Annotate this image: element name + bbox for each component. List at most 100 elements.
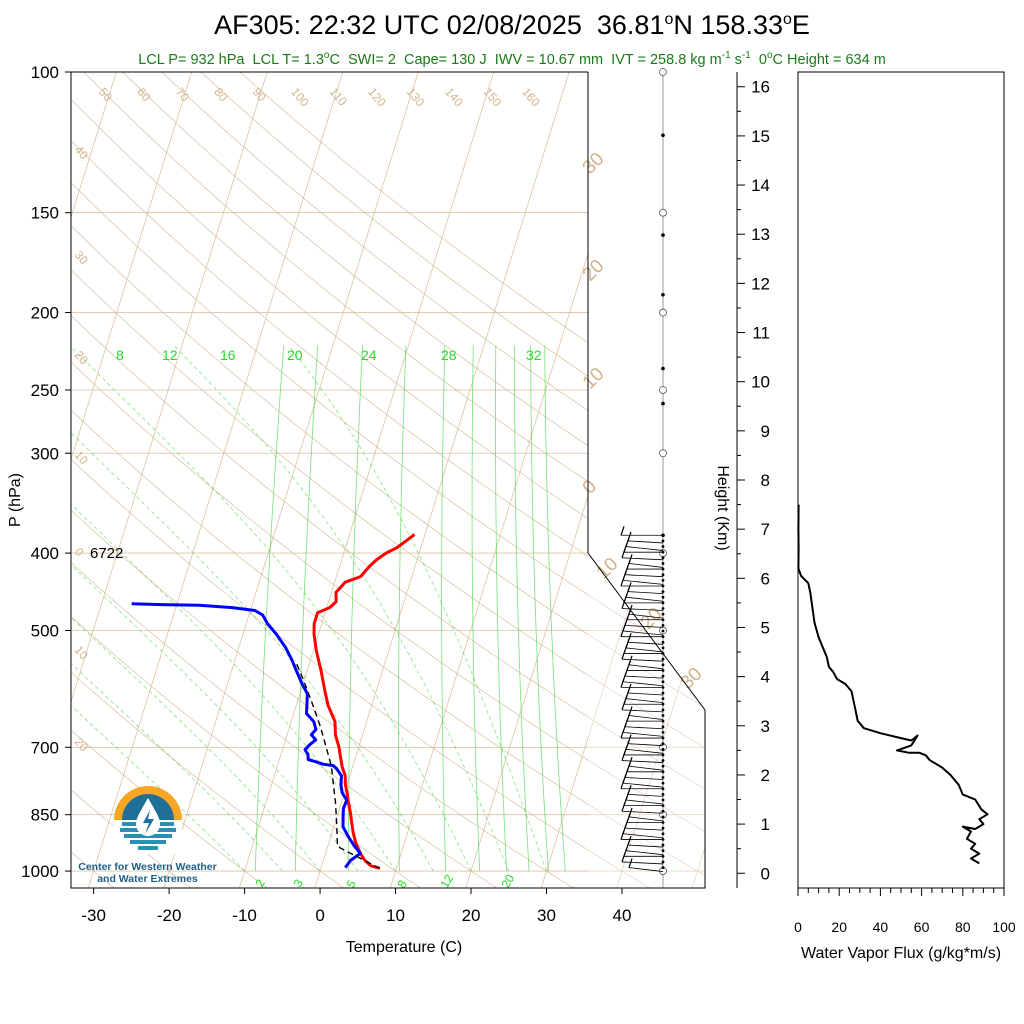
x-axis-label: Temperature (C) (346, 939, 462, 956)
wind-barb-dot (661, 838, 665, 841)
wind-barb-shaft (621, 810, 664, 814)
flux-panel-border (797, 71, 1005, 889)
flux-tick-label: 0 (794, 919, 802, 935)
wind-barb-shaft (625, 698, 664, 704)
wind-calm-circle (659, 208, 667, 217)
wind-barb-shaft (624, 827, 664, 831)
isotherm-top-label: 100 (288, 85, 312, 110)
height-tick-label: 7 (761, 520, 770, 539)
dry-adiabat-line (71, 269, 705, 749)
wind-barb-dot (661, 809, 665, 813)
skew-t-profiles (131, 533, 416, 870)
wind-barb-dot (661, 764, 665, 768)
mixing-ratio-line (471, 345, 481, 872)
wind-barb-dot (661, 657, 665, 661)
wind-barb-shaft (622, 630, 664, 636)
wind-barb-feather (628, 858, 633, 868)
wind-barb-dot (661, 736, 665, 740)
wind-barb-shaft (625, 850, 664, 856)
moist-adiabat-line (71, 503, 396, 872)
wind-panel-mask (588, 72, 705, 888)
isotherm-top-label: 60 (134, 85, 154, 104)
wind-barb-shaft (625, 748, 664, 754)
dry-adiabat-line (71, 458, 651, 888)
y-axis-label: P (hPa) (7, 473, 24, 527)
mixing-ratio-line (294, 345, 319, 872)
wind-barb-dot (661, 708, 665, 712)
mixing-ratio-line (441, 345, 447, 872)
subtitle-iwv: IWV = 10.67 mm (494, 51, 604, 68)
height-tick-label: 16 (751, 78, 770, 97)
height-tick-label: 5 (761, 618, 770, 637)
flux-tick-label: 20 (831, 919, 847, 935)
wind-barb-dot (661, 607, 665, 610)
wind-barb-feather (621, 700, 626, 711)
title-time: 22:32 UTC 02/08/2025 (308, 10, 582, 40)
wind-barb-dot (661, 747, 665, 751)
isotherm-left-label: 20 (72, 735, 92, 754)
wind-barb-shaft (621, 861, 664, 865)
wind-barb-feather (620, 627, 625, 637)
mixing-ratio-line (495, 345, 508, 872)
wind-barb-feather (620, 526, 625, 536)
temperature-tick-label: 40 (613, 906, 632, 925)
wind-barb-dot (661, 562, 665, 565)
pressure-tick-label: 100 (31, 63, 59, 82)
wind-calm-circle (659, 68, 667, 76)
subtitle-lcl-p: LCL P= 932 hPa (138, 51, 245, 68)
mixing-ratio-line (347, 345, 363, 872)
chart-title: AF305: 22:32 UTC 02/08/2025 36.81oN 158.… (0, 10, 1024, 41)
wind-barb-feather (620, 728, 625, 739)
moist-adiabat-line (288, 345, 547, 872)
pressure-tick-label: 1000 (21, 862, 59, 881)
wind-calm-circle (659, 449, 667, 458)
dry-adiabat-line (71, 182, 705, 669)
height-tick-label: 0 (761, 864, 770, 883)
wind-barb-dot (661, 753, 665, 757)
wind-barb-shaft (622, 579, 664, 585)
subtitle-swi: SWI= 2 (348, 51, 396, 68)
wind-barb-dot (661, 556, 665, 560)
subtitle-zero-height-prefix: 0 (758, 51, 767, 68)
wind-barb-feather (620, 576, 625, 587)
wind-level-dot (661, 233, 665, 237)
logo-text: Center for Western Weather and Water Ext… (70, 861, 225, 885)
skew-t-background-lines (71, 72, 705, 888)
wind-barb-dot (661, 680, 665, 684)
wind-barb-shaft (621, 709, 664, 713)
flux-tick-label: 80 (955, 919, 971, 935)
isotherm-top-label: 160 (519, 85, 543, 110)
wind-barb-shaft (624, 777, 664, 780)
isotherm-top-label: 150 (481, 85, 505, 110)
isotherm-top-label: 140 (442, 85, 466, 110)
pressure-tick-label: 400 (31, 544, 59, 563)
dry-adiabat-line (71, 98, 705, 594)
title-lat-hemi: N (673, 10, 693, 40)
wind-barb-feather (621, 852, 626, 863)
dry-adiabat-line (83, 72, 705, 557)
wind-barb-dot (661, 578, 665, 582)
wind-barb-shaft (628, 867, 664, 872)
wind-barb-dot (661, 590, 665, 594)
mixing-ratio-bottom-label: 20 (498, 872, 517, 891)
mixing-ratio-top-label: 28 (441, 347, 457, 363)
dry-adiabat-line (71, 509, 574, 888)
mixing-ratio-line (544, 345, 566, 872)
wind-barb-dot (661, 792, 665, 796)
wind-barb-dot (661, 539, 665, 543)
isotherm-line (71, 72, 268, 703)
dry-adiabat-line (71, 409, 705, 876)
wind-panel-mask-lower (588, 553, 705, 888)
wind-calm-circle (659, 386, 667, 394)
wind-barb-dot (661, 669, 665, 672)
mixing-ratio-bottom-label: 12 (437, 872, 456, 891)
isotherm-left-label: 40 (72, 143, 92, 162)
wind-barb-shaft (627, 692, 664, 696)
wind-barb-shaft (627, 743, 664, 747)
wind-barb-dot (661, 550, 665, 554)
wind-barb-shaft (622, 833, 664, 839)
pressure-tick-label: 300 (31, 444, 59, 463)
wind-barb-shaft (621, 557, 664, 561)
wind-barb-shaft (621, 760, 664, 763)
